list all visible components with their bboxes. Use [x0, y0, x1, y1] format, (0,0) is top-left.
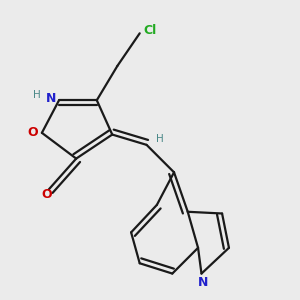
Text: N: N	[46, 92, 57, 105]
Text: H: H	[33, 90, 40, 100]
Text: O: O	[42, 188, 52, 201]
Text: N: N	[198, 276, 208, 289]
Text: Cl: Cl	[143, 24, 157, 37]
Text: O: O	[27, 126, 38, 139]
Text: H: H	[156, 134, 164, 144]
